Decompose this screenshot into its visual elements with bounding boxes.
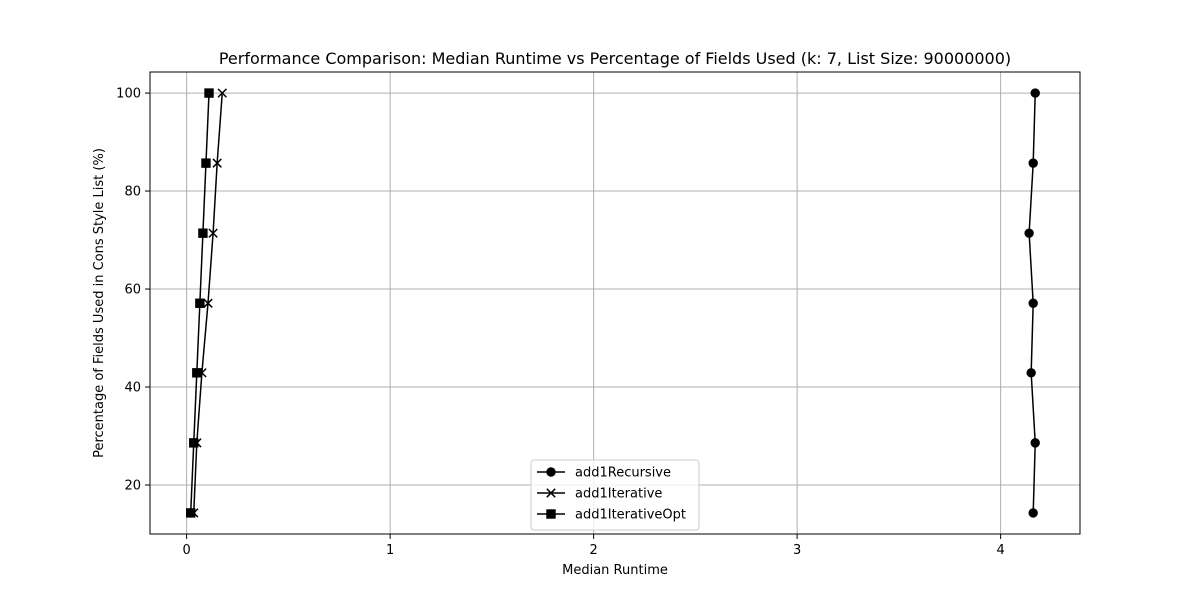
series-add1Recursive <box>1024 88 1040 518</box>
x-tick-label-4: 4 <box>996 543 1004 558</box>
y-tick-label-0: 20 <box>124 479 141 494</box>
series-layer <box>186 88 1040 518</box>
data-point-add1Recursive-3 <box>1028 298 1038 308</box>
plot-frame <box>149 71 1081 535</box>
tick-layer: 0 1 2 3 4 20 40 60 80 100 <box>116 87 1005 558</box>
data-point-add1IterativeOpt-5 <box>201 158 211 168</box>
x-tick-label-1: 1 <box>386 543 394 558</box>
legend-marker-add1IterativeOpt <box>546 509 556 519</box>
data-point-add1IterativeOpt-0 <box>186 508 196 518</box>
data-point-add1Recursive-5 <box>1028 158 1038 168</box>
y-tick-label-2: 60 <box>124 283 141 298</box>
legend-label-add1IterativeOpt: add1IterativeOpt <box>575 508 686 523</box>
data-point-add1Recursive-4 <box>1024 228 1034 238</box>
chart-title: Performance Comparison: Median Runtime v… <box>219 49 1011 68</box>
legend-item-add1IterativeOpt: add1IterativeOpt <box>537 508 686 523</box>
legend-item-add1Iterative: add1Iterative <box>537 487 662 502</box>
y-tick-label-3: 80 <box>124 185 141 200</box>
x-tick-label-0: 0 <box>182 543 190 558</box>
legend: add1Recursive add1Iterative add1IterativeO… <box>530 459 700 531</box>
data-point-add1Iterative-5-b <box>212 158 222 168</box>
data-point-add1Recursive-2 <box>1026 368 1036 378</box>
data-point-add1Iterative-3 <box>203 298 213 308</box>
legend-marker-add1Iterative <box>546 488 556 498</box>
data-point-add1IterativeOpt-6 <box>204 88 214 98</box>
data-point-add1IterativeOpt-4 <box>198 228 208 238</box>
data-point-add1Recursive-0 <box>1028 508 1038 518</box>
data-point-add1IterativeOpt-2 <box>192 368 202 378</box>
y-axis-label: Percentage of Fields Used in Cons Style … <box>92 148 107 458</box>
data-point-add1IterativeOpt-3 <box>195 298 205 308</box>
data-point-add1Recursive-1 <box>1030 438 1040 448</box>
data-point-add1Recursive-6 <box>1030 88 1040 98</box>
series-add1IterativeOpt <box>186 88 214 518</box>
legend-item-add1Recursive: add1Recursive <box>537 466 671 481</box>
data-point-add1Iterative-6-b <box>217 88 227 98</box>
x-axis-label: Median Runtime <box>562 563 668 578</box>
legend-label-add1Iterative: add1Iterative <box>575 487 662 502</box>
data-point-add1Iterative-5 <box>212 158 222 168</box>
y-tick-label-4: 100 <box>116 87 141 102</box>
data-point-add1IterativeOpt-1 <box>189 438 199 448</box>
legend-box <box>530 459 700 531</box>
legend-marker-add1Recursive <box>546 467 556 477</box>
x-tick-label-3: 3 <box>793 543 801 558</box>
legend-label-add1Recursive: add1Recursive <box>575 466 671 481</box>
x-tick-label-2: 2 <box>589 543 597 558</box>
data-point-add1Iterative-3-b <box>203 298 213 308</box>
data-point-add1Iterative-4 <box>208 228 218 238</box>
legend-items: add1Recursive add1Iterative add1IterativeO… <box>537 466 686 523</box>
data-point-add1Iterative-4-b <box>208 228 218 238</box>
data-point-add1Iterative-6 <box>217 88 227 98</box>
series-add1Iterative <box>189 88 227 518</box>
y-tick-label-1: 40 <box>124 381 141 396</box>
legend-marker-add1Iterative-b <box>546 488 556 498</box>
